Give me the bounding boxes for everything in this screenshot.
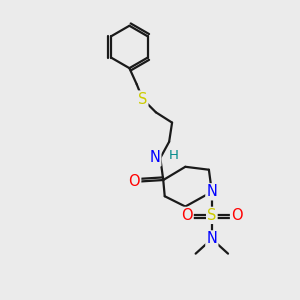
Text: N: N xyxy=(149,150,160,165)
Text: O: O xyxy=(129,174,140,189)
Text: S: S xyxy=(138,92,147,106)
Text: H: H xyxy=(169,149,178,162)
Text: N: N xyxy=(206,231,217,246)
Text: O: O xyxy=(231,208,243,223)
Text: N: N xyxy=(206,184,217,199)
Text: S: S xyxy=(207,208,217,223)
Text: O: O xyxy=(181,208,193,223)
